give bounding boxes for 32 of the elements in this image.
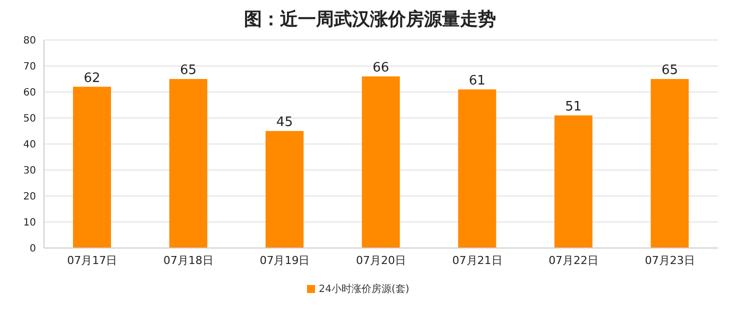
bar <box>650 79 689 248</box>
data-label: 61 <box>468 73 486 88</box>
data-label: 66 <box>372 60 390 76</box>
bar <box>554 115 592 248</box>
y-tick-label: 10 <box>23 218 36 229</box>
x-tick-label: 07月22日 <box>548 254 599 267</box>
x-tick-label: 07月23日 <box>644 254 695 267</box>
data-label: 62 <box>84 70 100 86</box>
y-tick-label: 0 <box>30 244 36 255</box>
x-tick-label: 07月20日 <box>356 254 406 267</box>
y-tick-label: 60 <box>23 88 36 99</box>
y-tick-label: 50 <box>23 114 36 125</box>
y-tick-label: 70 <box>23 62 36 73</box>
x-tick-label: 07月18日 <box>163 254 214 267</box>
bar <box>458 89 496 248</box>
data-label: 51 <box>565 99 582 114</box>
x-tick-label: 07月17日 <box>67 254 118 267</box>
data-label: 65 <box>180 63 197 78</box>
data-label: 65 <box>661 63 678 78</box>
y-tick-label: 40 <box>23 140 36 151</box>
bar <box>266 131 304 248</box>
data-label: 45 <box>276 115 293 130</box>
legend-label: 24小时涨价房源(套) <box>318 284 410 295</box>
y-tick-label: 20 <box>23 192 36 203</box>
x-tick-label: 07月21日 <box>452 254 502 267</box>
bar <box>73 86 111 248</box>
chart-title: 图：近一周武汉涨价房源量走势 <box>243 8 497 32</box>
x-tick-label: 07月19日 <box>260 254 310 267</box>
y-tick-label: 30 <box>23 166 36 177</box>
bar <box>362 76 400 248</box>
bar <box>169 79 208 248</box>
y-tick-label: 80 <box>23 36 36 47</box>
